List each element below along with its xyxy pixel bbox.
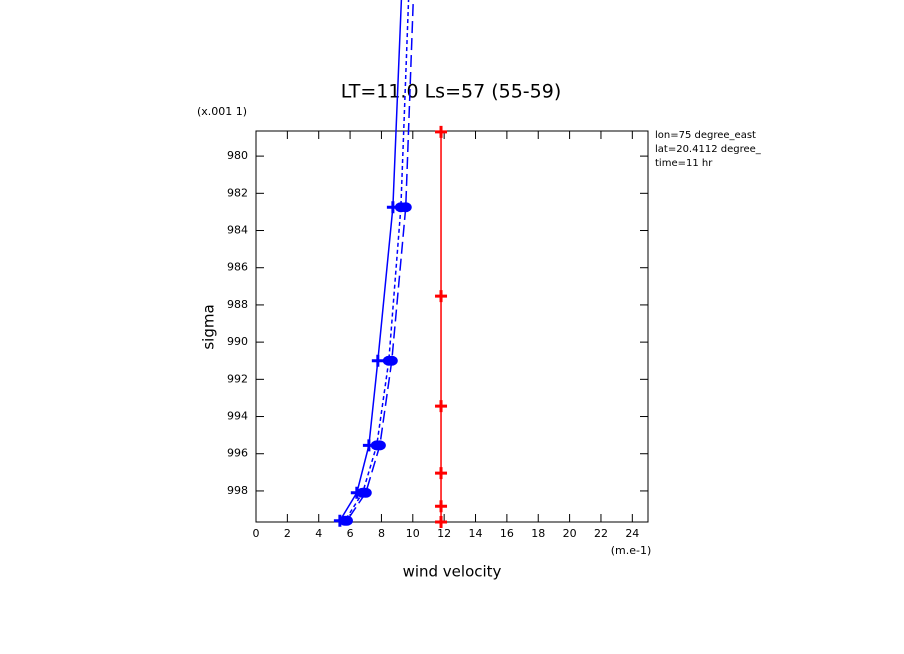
x-tick-label: 8 bbox=[378, 527, 385, 540]
series-line bbox=[339, 0, 403, 522]
marker bbox=[435, 500, 448, 513]
marker bbox=[435, 400, 448, 413]
series-line bbox=[346, 0, 415, 522]
marker bbox=[435, 125, 448, 138]
x-tick-label: 2 bbox=[284, 527, 291, 540]
x-tick-label: 20 bbox=[563, 527, 577, 540]
marker bbox=[340, 515, 353, 526]
y-axis-label: sigma bbox=[200, 304, 218, 349]
x-tick-label: 4 bbox=[315, 527, 322, 540]
x-unit: (m.e-1) bbox=[611, 544, 652, 557]
x-tick-label: 16 bbox=[500, 527, 514, 540]
x-tick-label: 0 bbox=[253, 527, 260, 540]
x-tick-label: 24 bbox=[625, 527, 639, 540]
marker bbox=[435, 516, 448, 528]
y-tick-label: 982 bbox=[227, 186, 248, 199]
y-tick-label: 986 bbox=[227, 261, 248, 274]
x-tick-label: 12 bbox=[437, 527, 451, 540]
x-tick-label: 10 bbox=[406, 527, 420, 540]
marker bbox=[435, 467, 448, 480]
x-tick-label: 22 bbox=[594, 527, 608, 540]
y-tick-label: 996 bbox=[227, 447, 248, 460]
marker bbox=[373, 440, 386, 451]
y-tick-label: 980 bbox=[227, 149, 248, 162]
marker bbox=[371, 354, 384, 367]
x-tick-label: 14 bbox=[469, 527, 483, 540]
marker bbox=[399, 202, 412, 213]
y-tick-label: 984 bbox=[227, 224, 248, 237]
y-tick-label: 992 bbox=[227, 372, 248, 385]
y-unit: (x.001 1) bbox=[197, 105, 247, 118]
series-line bbox=[344, 0, 410, 522]
y-tick-label: 998 bbox=[227, 484, 248, 497]
y-tick-label: 990 bbox=[227, 335, 248, 348]
y-tick-label: 988 bbox=[227, 298, 248, 311]
annotation: lon=75 degree_east bbox=[655, 130, 756, 141]
marker bbox=[385, 355, 398, 366]
x-tick-label: 18 bbox=[531, 527, 545, 540]
annotation: time=11 hr bbox=[655, 158, 713, 169]
annotation: lat=20.4112 degree_ bbox=[655, 144, 762, 155]
x-tick-label: 6 bbox=[347, 527, 354, 540]
marker bbox=[435, 290, 448, 303]
plot-frame bbox=[255, 130, 649, 523]
marker bbox=[359, 487, 372, 498]
x-axis-label: wind velocity bbox=[403, 563, 502, 581]
chart-title: LT=11.0 Ls=57 (55-59) bbox=[341, 81, 562, 103]
y-tick-label: 994 bbox=[227, 410, 248, 423]
